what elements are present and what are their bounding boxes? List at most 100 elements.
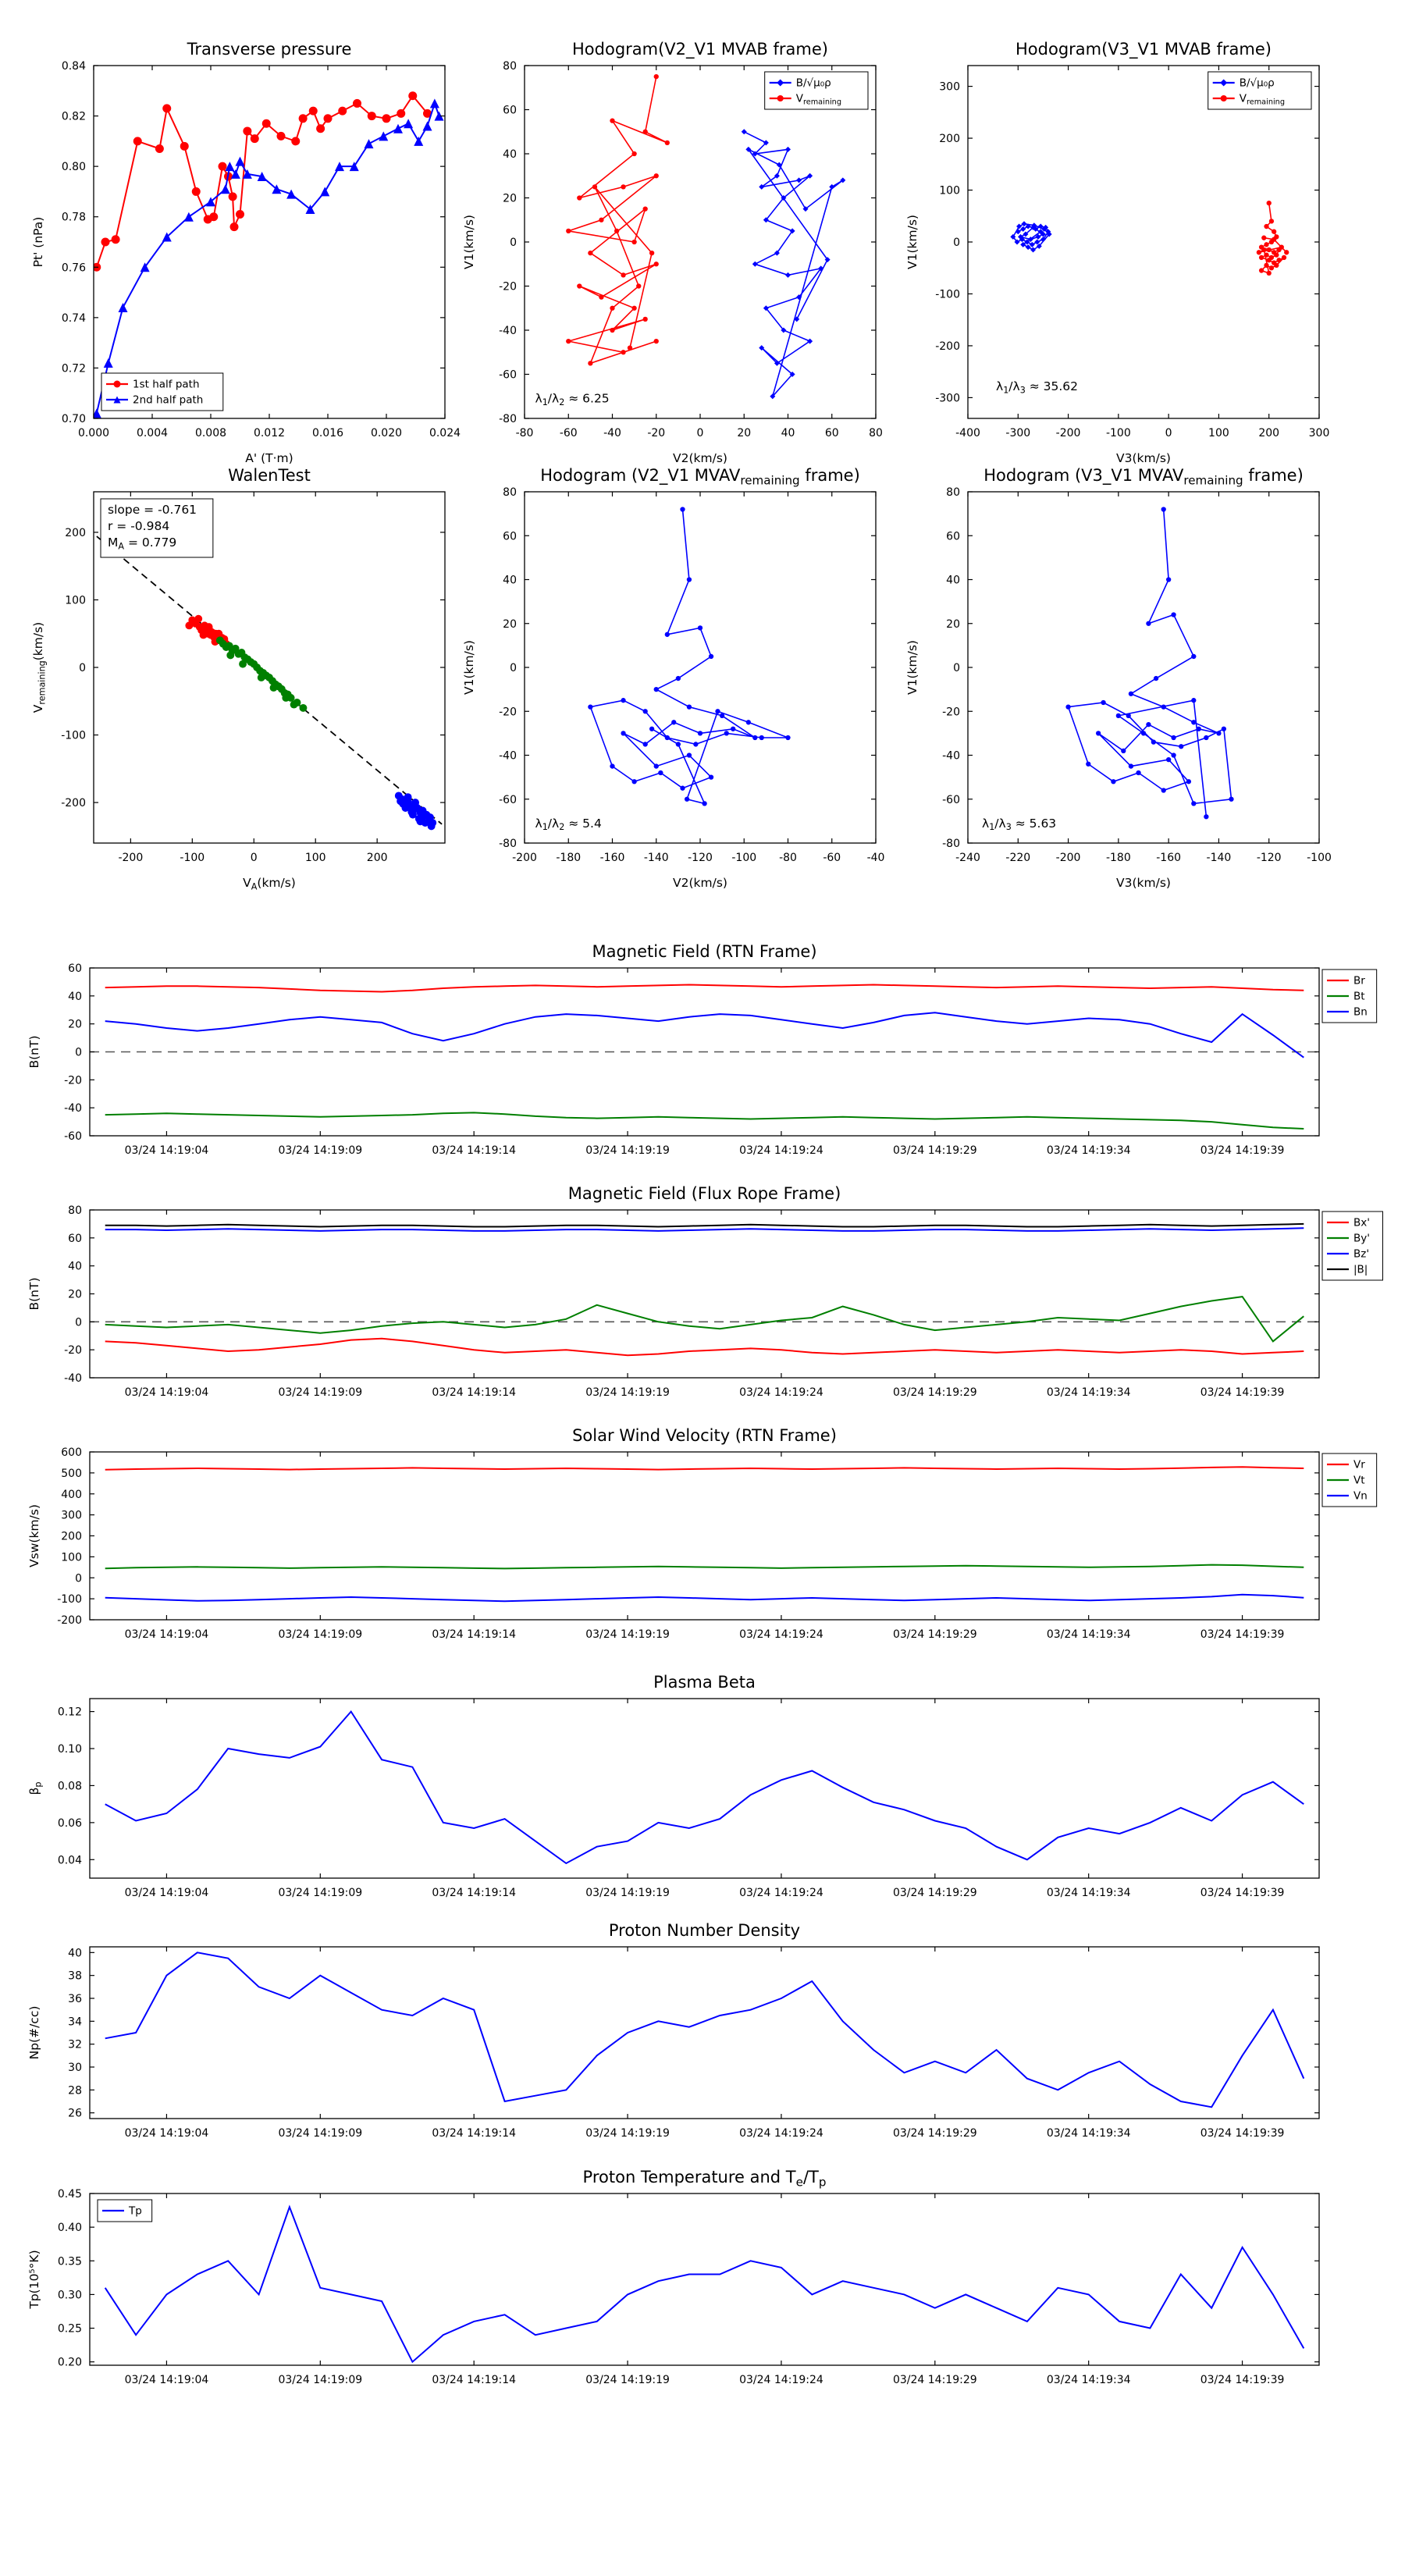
svg-text:03/24 14:19:34: 03/24 14:19:34 [1047, 1628, 1131, 1641]
svg-text:Br: Br [1353, 975, 1365, 987]
svg-text:03/24 14:19:09: 03/24 14:19:09 [278, 1386, 362, 1399]
svg-text:0.30: 0.30 [58, 2289, 82, 2301]
svg-text:Proton Temperature and Te/Tp: Proton Temperature and Te/Tp [583, 2168, 827, 2190]
svg-text:Transverse pressure: Transverse pressure [187, 40, 352, 59]
svg-text:40: 40 [68, 1261, 82, 1273]
svg-text:03/24 14:19:24: 03/24 14:19:24 [739, 1887, 823, 1899]
svg-text:80: 80 [68, 1204, 82, 1217]
svg-text:-180: -180 [556, 852, 581, 864]
svg-text:80: 80 [503, 486, 517, 499]
svg-text:-80: -80 [499, 413, 517, 425]
svg-text:Vsw(km/s): Vsw(km/s) [27, 1504, 41, 1567]
svg-text:600: 600 [61, 1446, 82, 1459]
svg-text:-200: -200 [935, 340, 960, 353]
svg-text:Vt: Vt [1353, 1475, 1365, 1487]
svg-text:100: 100 [61, 1551, 82, 1564]
svg-text:Bt: Bt [1353, 991, 1365, 1003]
svg-text:-400: -400 [955, 427, 980, 439]
svg-text:0.78: 0.78 [62, 212, 86, 224]
svg-text:λ1/λ3 ≈ 35.62: λ1/λ3 ≈ 35.62 [996, 379, 1078, 395]
svg-text:03/24 14:19:29: 03/24 14:19:29 [893, 1386, 977, 1399]
svg-text:03/24 14:19:04: 03/24 14:19:04 [125, 1386, 209, 1399]
svg-text:0.45: 0.45 [58, 2188, 82, 2201]
svg-text:500: 500 [61, 1468, 82, 1480]
chart-hodogram-v3v1-mvav: -240 -220 -200 -180 -160 -140 -120 -100-80-60-4… [905, 466, 1332, 890]
svg-text:03/24 14:19:09: 03/24 14:19:09 [278, 2127, 362, 2140]
svg-text:03/24 14:19:09: 03/24 14:19:09 [278, 1628, 362, 1641]
svg-text:V1(km/s): V1(km/s) [905, 640, 919, 695]
svg-text:03/24 14:19:04: 03/24 14:19:04 [125, 1887, 209, 1899]
svg-text:03/24 14:19:39: 03/24 14:19:39 [1200, 2374, 1285, 2386]
svg-text:32: 32 [68, 2039, 82, 2051]
svg-text:03/24 14:19:04: 03/24 14:19:04 [125, 2374, 209, 2386]
svg-text:Vn: Vn [1353, 1490, 1368, 1503]
svg-text:Plasma Beta: Plasma Beta [653, 1673, 756, 1692]
svg-text:-100: -100 [935, 288, 960, 301]
svg-text:0.25: 0.25 [58, 2323, 82, 2336]
svg-text:0: 0 [79, 662, 86, 674]
svg-text:0: 0 [953, 237, 960, 249]
svg-text:-160: -160 [1156, 852, 1181, 864]
svg-text:Proton Number Density: Proton Number Density [609, 1921, 800, 1940]
svg-text:Vremaining: Vremaining [796, 93, 841, 107]
svg-text:-200: -200 [512, 852, 537, 864]
svg-text:60: 60 [503, 105, 517, 117]
svg-text:03/24 14:19:39: 03/24 14:19:39 [1200, 1144, 1285, 1157]
svg-text:Bz': Bz' [1353, 1248, 1369, 1261]
svg-text:0.35: 0.35 [58, 2255, 82, 2268]
svg-text:20: 20 [503, 618, 517, 631]
svg-text:-140: -140 [1207, 852, 1232, 864]
svg-text:0: 0 [75, 1572, 82, 1585]
svg-text:0.74: 0.74 [62, 312, 86, 325]
svg-text:400: 400 [61, 1489, 82, 1501]
svg-text:03/24 14:19:29: 03/24 14:19:29 [893, 1144, 977, 1157]
svg-text:Vremaining: Vremaining [1240, 93, 1285, 107]
svg-text:0.016: 0.016 [312, 427, 343, 439]
svg-text:-60: -60 [64, 1130, 82, 1143]
svg-text:Bn: Bn [1353, 1006, 1368, 1019]
svg-text:0: 0 [75, 1316, 82, 1329]
svg-text:-100: -100 [57, 1593, 82, 1606]
svg-text:Vr: Vr [1353, 1459, 1365, 1471]
svg-text:Hodogram (V2_V1 MVAVremaining: Hodogram (V2_V1 MVAVremaining frame) [540, 466, 860, 488]
svg-text:03/24 14:19:04: 03/24 14:19:04 [125, 1144, 209, 1157]
svg-text:A' (T·m): A' (T·m) [245, 451, 293, 465]
svg-text:0.004: 0.004 [137, 427, 168, 439]
svg-text:300: 300 [1309, 427, 1330, 439]
svg-text:-40: -40 [64, 1102, 82, 1115]
svg-text:0.06: 0.06 [58, 1817, 82, 1830]
svg-text:0.40: 0.40 [58, 2222, 82, 2234]
svg-text:100: 100 [305, 852, 326, 864]
svg-text:20: 20 [946, 618, 960, 631]
svg-text:40: 40 [503, 575, 517, 587]
svg-text:03/24 14:19:29: 03/24 14:19:29 [893, 1887, 977, 1899]
svg-text:03/24 14:19:39: 03/24 14:19:39 [1200, 1887, 1285, 1899]
svg-text:200: 200 [367, 852, 388, 864]
svg-text:-40: -40 [64, 1372, 82, 1385]
svg-text:40: 40 [68, 1947, 82, 1959]
svg-text:Hodogram(V2_V1 MVAB frame): Hodogram(V2_V1 MVAB frame) [572, 40, 828, 59]
svg-text:-20: -20 [64, 1344, 82, 1357]
svg-text:B/√μ₀ρ: B/√μ₀ρ [1240, 77, 1275, 90]
svg-text:0: 0 [75, 1047, 82, 1059]
svg-text:B(nT): B(nT) [27, 1277, 41, 1310]
svg-text:-100: -100 [180, 852, 205, 864]
svg-text:20: 20 [737, 427, 751, 439]
svg-text:300: 300 [939, 81, 960, 94]
svg-text:|B|: |B| [1353, 1264, 1368, 1276]
svg-text:28: 28 [68, 2084, 82, 2097]
svg-text:0.08: 0.08 [58, 1780, 82, 1792]
svg-text:100: 100 [939, 185, 960, 197]
svg-text:-100: -100 [61, 730, 86, 742]
svg-text:-200: -200 [1056, 852, 1081, 864]
svg-text:03/24 14:19:19: 03/24 14:19:19 [585, 1628, 670, 1641]
svg-text:V1(km/s): V1(km/s) [462, 640, 476, 695]
svg-text:0: 0 [1165, 427, 1172, 439]
svg-text:03/24 14:19:29: 03/24 14:19:29 [893, 1628, 977, 1641]
svg-text:Hodogram(V3_V1 MVAB frame): Hodogram(V3_V1 MVAB frame) [1016, 40, 1272, 59]
svg-text:40: 40 [946, 575, 960, 587]
svg-text:03/24 14:19:39: 03/24 14:19:39 [1200, 1628, 1285, 1641]
chart-hodogram-v2v1-mvav: -200 -180 -160 -140 -120 -100 -80 -60 -40-80-60-… [462, 466, 884, 890]
svg-text:-100: -100 [1106, 427, 1131, 439]
svg-text:0: 0 [953, 662, 960, 674]
